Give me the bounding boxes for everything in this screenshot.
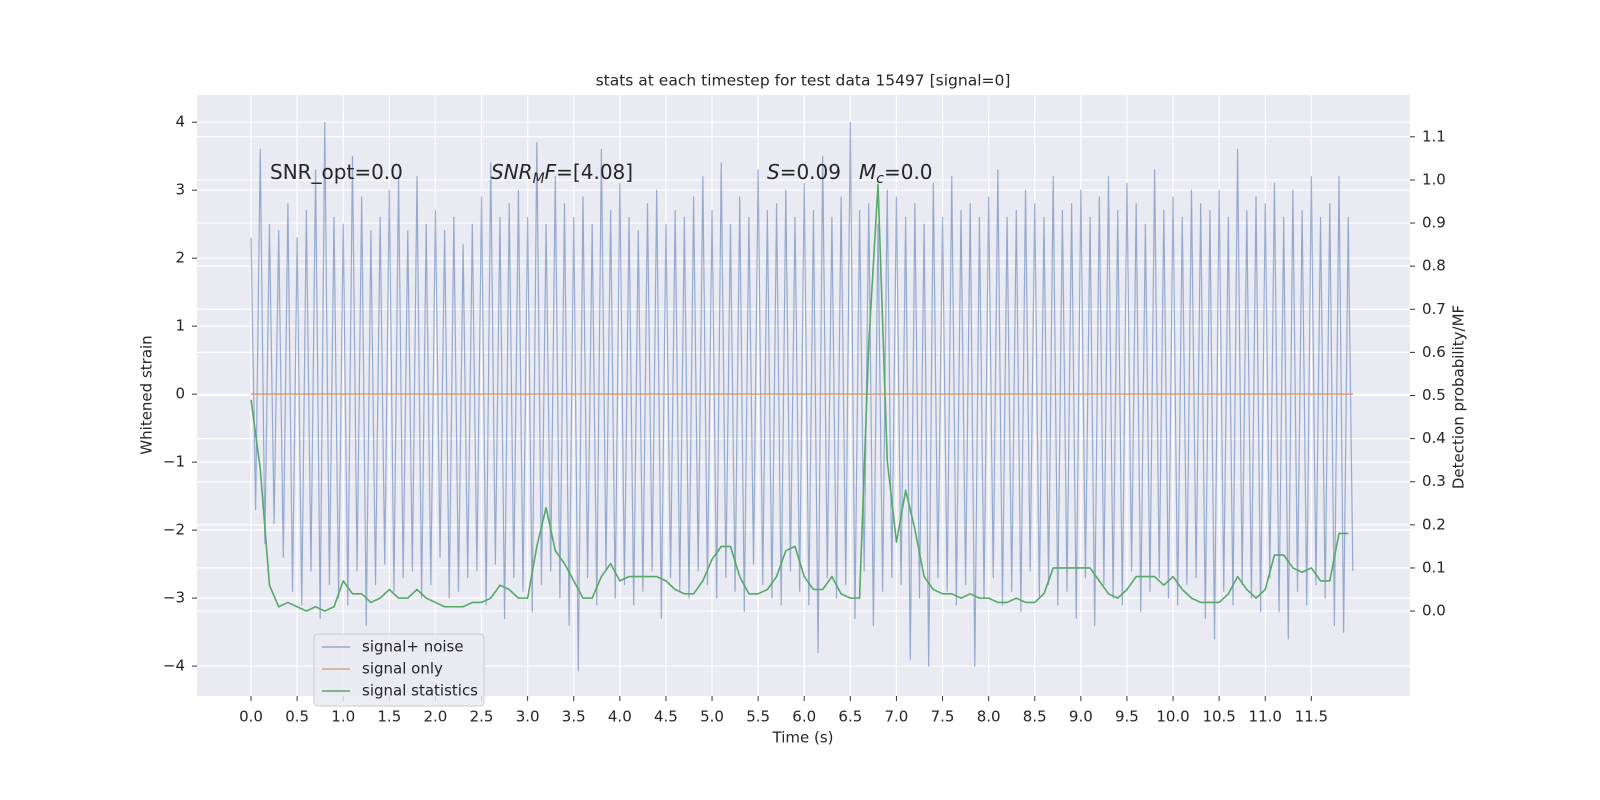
x-tick-label: 10.5 <box>1202 708 1235 726</box>
y2-tick-label: 0.4 <box>1422 429 1446 447</box>
y2-tick-label: 0.8 <box>1422 257 1446 275</box>
x-tick-label: 3.0 <box>516 708 540 726</box>
y-tick-label: −1 <box>163 453 185 471</box>
y2-axis-label: Detection probability/MF <box>1450 305 1468 489</box>
annotation: SNRMF=[4.08] <box>491 160 633 188</box>
y2-tick-label: 1.1 <box>1422 127 1446 145</box>
annotation-part: F <box>545 160 557 184</box>
x-tick-label: 3.5 <box>562 708 586 726</box>
x-tick-label: 4.0 <box>608 708 632 726</box>
y-tick-label: −4 <box>163 657 185 675</box>
y-tick-label: −3 <box>163 589 185 607</box>
y-tick-label: 0 <box>175 385 185 403</box>
x-tick-label: 6.0 <box>792 708 816 726</box>
annotation-part: M <box>859 160 876 184</box>
x-tick-label: 1.0 <box>331 708 355 726</box>
x-tick-label: 2.0 <box>424 708 448 726</box>
annotation-part: =0.0 <box>884 160 933 184</box>
y2-tick-label: 0.2 <box>1422 515 1446 533</box>
annotation-part: =0.09 <box>780 160 841 184</box>
x-tick-label: 5.0 <box>700 708 724 726</box>
legend-label: signal only <box>362 660 443 678</box>
annotation-part: S <box>767 160 780 184</box>
x-tick-label: 10.0 <box>1156 708 1189 726</box>
x-tick-label: 7.5 <box>931 708 955 726</box>
y2-tick-label: 0.7 <box>1422 300 1446 318</box>
legend: signal+ noise signal only signal statistic… <box>313 633 485 707</box>
annotation: Mc=0.0 <box>859 160 933 188</box>
y-tick-label: 2 <box>175 249 185 267</box>
y2-tick-label: 0.0 <box>1422 602 1446 620</box>
annotation: S=0.09 <box>767 160 841 184</box>
x-tick-label: 4.5 <box>654 708 678 726</box>
annotation-part: =[4.08] <box>556 160 633 184</box>
series-line <box>250 183 1349 612</box>
x-axis-label: Time (s) <box>772 729 834 747</box>
legend-box <box>313 633 485 707</box>
chart-title: stats at each timestep for test data 154… <box>596 72 1011 90</box>
x-tick-label: 9.0 <box>1069 708 1093 726</box>
annotation-part: M <box>533 171 545 187</box>
legend-label: signal+ noise <box>362 638 464 656</box>
x-tick-label: 8.5 <box>1023 708 1047 726</box>
annotation: SNR_opt=0.0 <box>270 160 403 184</box>
y-tick-label: 4 <box>175 113 185 131</box>
y2-tick-label: 0.6 <box>1422 343 1446 361</box>
annotation-part: SNR <box>491 160 533 184</box>
y2-tick-label: 0.3 <box>1422 472 1446 490</box>
y-axis-label: Whitened strain <box>138 335 156 454</box>
axes: 0.0 0.5 1.0 1.5 2.0 2.5 3.0 3.5 4.0 4.5 5.0 5.5 6.0 6… <box>163 113 1446 726</box>
series-line <box>250 121 1354 672</box>
x-tick-label: 11.0 <box>1249 708 1282 726</box>
annotation-part: c <box>876 171 884 187</box>
x-tick-label: 6.5 <box>838 708 862 726</box>
legend-label: signal statistics <box>362 682 478 700</box>
x-tick-label: 11.5 <box>1295 708 1328 726</box>
x-tick-label: 2.5 <box>470 708 494 726</box>
x-tick-label: 5.5 <box>746 708 770 726</box>
x-tick-label: 1.5 <box>377 708 401 726</box>
y2-tick-label: 1.0 <box>1422 170 1446 188</box>
y2-tick-label: 0.1 <box>1422 558 1446 576</box>
y-tick-label: −2 <box>163 521 185 539</box>
x-tick-label: 0.0 <box>239 708 263 726</box>
y2-tick-label: 0.5 <box>1422 386 1446 404</box>
annotation-part: SNR_opt=0.0 <box>270 160 403 184</box>
x-tick-label: 7.0 <box>885 708 909 726</box>
y-tick-label: 1 <box>175 317 185 335</box>
x-tick-label: 0.5 <box>285 708 309 726</box>
y2-tick-label: 0.9 <box>1422 214 1446 232</box>
x-tick-label: 8.0 <box>977 708 1001 726</box>
y-tick-label: 3 <box>175 181 185 199</box>
marks <box>250 121 1354 672</box>
x-tick-label: 9.5 <box>1115 708 1139 726</box>
